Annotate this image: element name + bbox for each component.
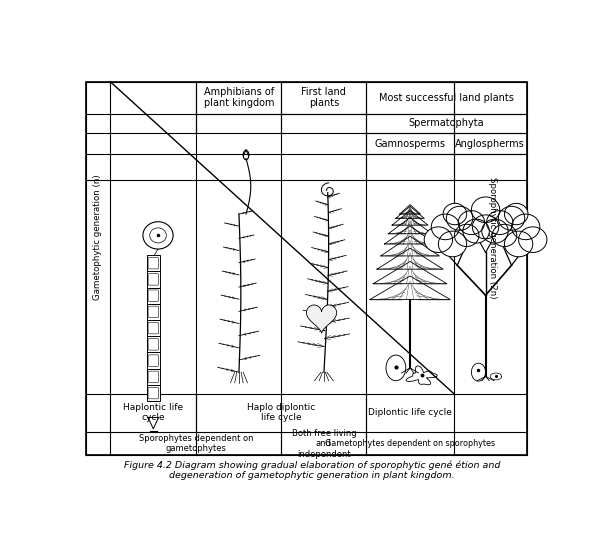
Circle shape — [473, 215, 499, 239]
Circle shape — [454, 224, 479, 246]
Text: Gametophytic generation (n): Gametophytic generation (n) — [93, 175, 102, 300]
FancyBboxPatch shape — [148, 322, 158, 334]
FancyBboxPatch shape — [148, 258, 158, 269]
Circle shape — [458, 210, 485, 235]
FancyBboxPatch shape — [148, 371, 158, 382]
Text: Both free living
and
independent: Both free living and independent — [292, 429, 356, 458]
FancyBboxPatch shape — [148, 306, 158, 317]
FancyBboxPatch shape — [148, 387, 158, 399]
Circle shape — [471, 197, 500, 223]
Bar — [85, 82, 527, 456]
Text: Spermatophyta: Spermatophyta — [409, 118, 484, 128]
Circle shape — [504, 231, 533, 257]
Circle shape — [519, 227, 547, 253]
Bar — [147, 336, 160, 352]
Circle shape — [512, 214, 540, 240]
FancyBboxPatch shape — [148, 290, 158, 301]
Text: Gametophytes dependent on sporophytes: Gametophytes dependent on sporophytes — [325, 439, 495, 448]
Circle shape — [463, 219, 490, 243]
Circle shape — [443, 203, 466, 225]
Text: Sporophytic generation (2n): Sporophytic generation (2n) — [488, 177, 497, 298]
Text: Figure 4.2 Diagram showing gradual elaboration of sporophytic gené étion and
deg: Figure 4.2 Diagram showing gradual elabo… — [124, 461, 501, 481]
Text: Most successful land plants: Most successful land plants — [379, 93, 514, 103]
Bar — [147, 369, 160, 385]
Text: Sporophytes dependent on
gametophytes: Sporophytes dependent on gametophytes — [138, 434, 253, 453]
Bar — [147, 271, 160, 287]
FancyBboxPatch shape — [148, 339, 158, 350]
Circle shape — [482, 219, 509, 243]
Polygon shape — [306, 305, 337, 333]
Text: Gamnosperms: Gamnosperms — [375, 139, 446, 149]
Text: Anglospherms: Anglospherms — [456, 139, 525, 149]
Text: Diplontic life cycle: Diplontic life cycle — [368, 408, 452, 417]
Bar — [147, 352, 160, 369]
Bar — [147, 320, 160, 336]
Text: Amphibians of
plant kingdom: Amphibians of plant kingdom — [203, 87, 274, 108]
Bar — [147, 304, 160, 320]
Circle shape — [431, 214, 460, 240]
Text: First land
plants: First land plants — [301, 87, 347, 108]
Bar — [147, 385, 160, 401]
Text: Haplontic life
cycle: Haplontic life cycle — [123, 403, 183, 422]
FancyBboxPatch shape — [148, 355, 158, 366]
Circle shape — [424, 227, 452, 253]
Bar — [147, 287, 160, 304]
Circle shape — [446, 206, 473, 230]
FancyBboxPatch shape — [148, 274, 158, 285]
Circle shape — [492, 224, 516, 246]
Circle shape — [504, 203, 528, 225]
Text: Haplo diplontic
life cycle: Haplo diplontic life cycle — [247, 403, 315, 422]
Circle shape — [487, 210, 513, 235]
Circle shape — [498, 206, 525, 230]
Circle shape — [438, 231, 466, 257]
Bar — [147, 255, 160, 271]
